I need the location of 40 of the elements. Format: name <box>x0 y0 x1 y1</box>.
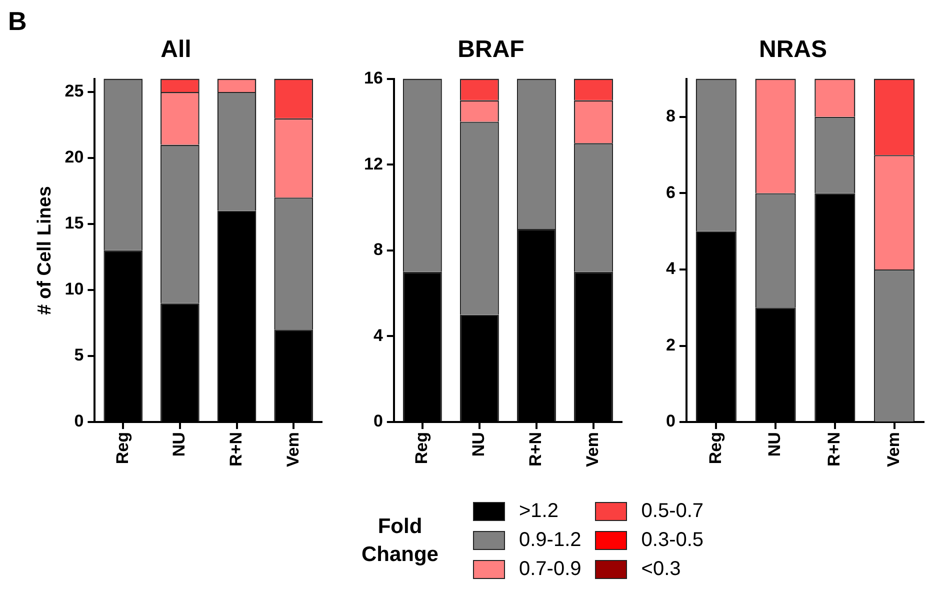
legend-label: 0.9-1.2 <box>519 529 582 552</box>
x-tick-label: Vem <box>884 432 903 468</box>
y-tick-label: 2 <box>666 335 676 354</box>
x-tick-label: Reg <box>112 432 132 464</box>
y-tick-label: 25 <box>64 82 84 101</box>
y-tick-label: 0 <box>74 412 84 431</box>
legend-label: 0.5-0.7 <box>641 500 704 523</box>
y-tick-label: 0 <box>373 412 383 431</box>
y-axis-title: # of Cell Lines <box>34 186 56 315</box>
legend-label: <0.3 <box>641 558 681 581</box>
x-tick-label: NU <box>765 432 784 457</box>
x-tick-label: Vem <box>583 432 602 468</box>
text: B <box>8 6 27 37</box>
y-tick-label: 8 <box>373 240 383 260</box>
x-tick-label: Reg <box>706 432 725 464</box>
y-tick-label: 4 <box>373 326 384 345</box>
chart-title: All <box>160 36 192 64</box>
x-tick-label: R+N <box>526 432 546 467</box>
legend-title: Fold Change <box>360 514 440 568</box>
chart-title: BRAF <box>458 36 524 64</box>
y-tick-label: 4 <box>666 259 676 278</box>
x-tick-label: R+N <box>824 432 844 467</box>
x-tick-label: NU <box>469 432 488 457</box>
y-tick-label: 15 <box>64 214 84 233</box>
x-tick-label: Reg <box>412 432 432 464</box>
legend-label: 0.3-0.5 <box>641 529 704 552</box>
legend-label: >1.2 <box>519 500 558 523</box>
y-tick-label: 16 <box>364 68 383 88</box>
chart-title: NRAS <box>758 36 828 64</box>
x-tick-label: NU <box>170 432 189 457</box>
y-tick-label: 20 <box>64 148 84 167</box>
y-tick-label: 8 <box>666 106 676 126</box>
y-tick-label: 5 <box>74 346 84 365</box>
x-tick-label: R+N <box>226 432 246 467</box>
y-tick-label: 6 <box>666 182 676 202</box>
y-tick-label: 10 <box>64 280 84 299</box>
legend-label: 0.7-0.9 <box>519 558 582 581</box>
y-tick-label: 12 <box>364 154 383 174</box>
x-tick-label: Vem <box>283 432 302 468</box>
y-tick-label: 0 <box>666 412 676 431</box>
